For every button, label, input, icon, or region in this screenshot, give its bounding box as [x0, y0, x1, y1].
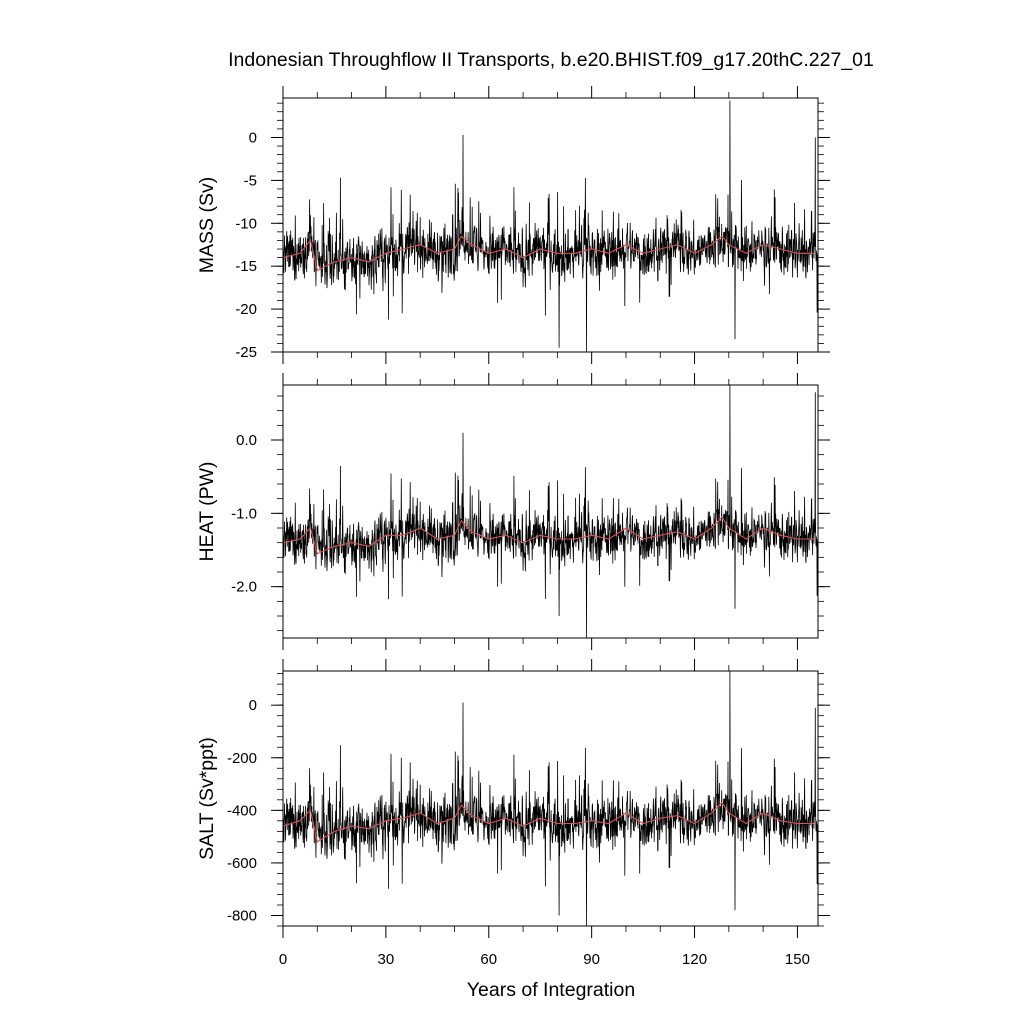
mass-y-axis-title: MASS (Sv): [196, 177, 218, 273]
mass-ytick-label: -10: [235, 215, 257, 232]
mass-monthly-series-line: [283, 100, 818, 352]
x-axis-title: Years of Integration: [467, 979, 635, 1001]
heat-panel-frame: [282, 384, 819, 639]
mass-ytick-label: -15: [235, 258, 257, 275]
mass-ytick-label: 0: [249, 129, 257, 146]
salt-ytick-label: -600: [227, 855, 257, 872]
chart-title: Indonesian Throughflow II Transports, b.…: [228, 49, 874, 71]
x-tick-label: 30: [378, 951, 395, 968]
mass-annual-mean-line: [283, 235, 815, 272]
heat-annual-mean-line: [283, 516, 815, 555]
salt-ytick-label: -400: [227, 802, 257, 819]
heat-y-axis-title: HEAT (PW): [196, 461, 218, 561]
heat-ytick-label: 0.0: [236, 432, 257, 449]
x-tick-label: 0: [279, 951, 287, 968]
heat-monthly-series-line: [283, 385, 818, 638]
heat-ytick-label: -1.0: [231, 505, 257, 522]
mass-ytick-label: -25: [235, 344, 257, 361]
x-tick-label: 150: [785, 951, 810, 968]
salt-ytick-label: -800: [227, 907, 257, 924]
salt-y-axis-title: SALT (Sv*ppt): [196, 737, 218, 860]
salt-panel-frame: [282, 670, 819, 927]
x-tick-label: 90: [583, 951, 600, 968]
x-tick-label: 60: [480, 951, 497, 968]
mass-panel-frame: [282, 97, 819, 353]
mass-ytick-label: -20: [235, 301, 257, 318]
salt-ytick-label: 0: [249, 697, 257, 714]
mass-ytick-label: -5: [244, 172, 257, 189]
x-tick-label: 120: [682, 951, 707, 968]
heat-ytick-label: -2.0: [231, 579, 257, 596]
salt-annual-mean-line: [283, 801, 815, 843]
salt-monthly-series-line: [283, 671, 818, 926]
salt-ytick-label: -200: [227, 750, 257, 767]
